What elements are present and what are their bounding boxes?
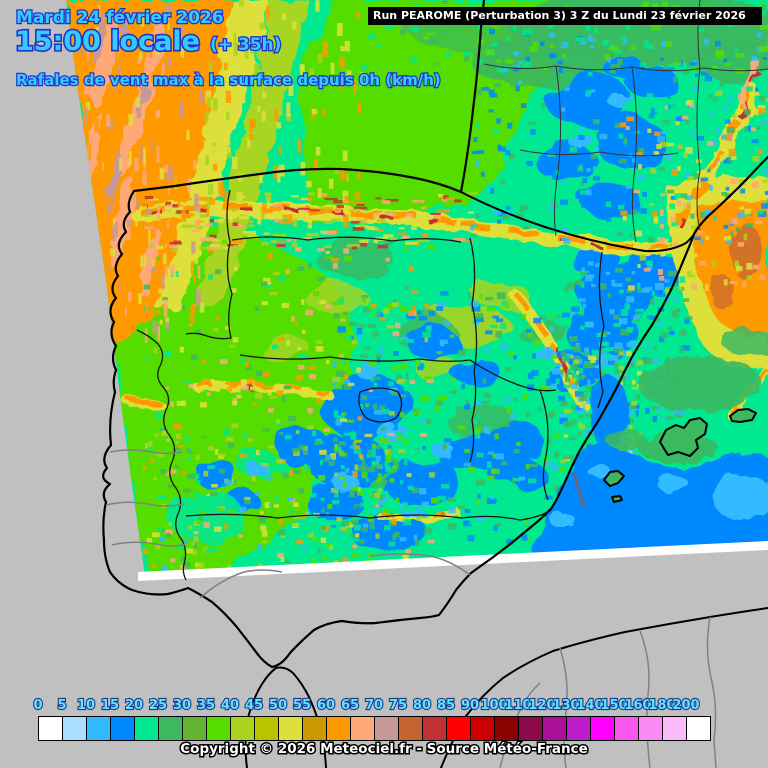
copyright-text: Copyright © 2026 Meteociel.fr - Source M… <box>179 740 589 759</box>
domain-edge-white-strip <box>138 541 768 581</box>
balearic-islands <box>603 408 757 503</box>
forecast-offset-text: (+ 35h) <box>209 34 283 57</box>
france-department-borders <box>483 0 768 243</box>
run-info-text: Run PEAROME (Perturbation 3) 3 Z du Lund… <box>373 9 746 22</box>
time-line: 15:00 locale (+ 35h) <box>13 24 283 58</box>
admin-borders <box>136 189 605 581</box>
parameter-text: Rafales de vent max à la surface depuis … <box>15 70 442 90</box>
local-time-text: 15:00 locale <box>13 24 201 58</box>
sea-artifact-line <box>572 472 586 508</box>
secondary-gray-borders <box>105 449 717 768</box>
date-text: Mardi 24 février 2026 <box>15 7 225 30</box>
run-info-bar: Run PEAROME (Perturbation 3) 3 Z du Lund… <box>368 7 762 25</box>
